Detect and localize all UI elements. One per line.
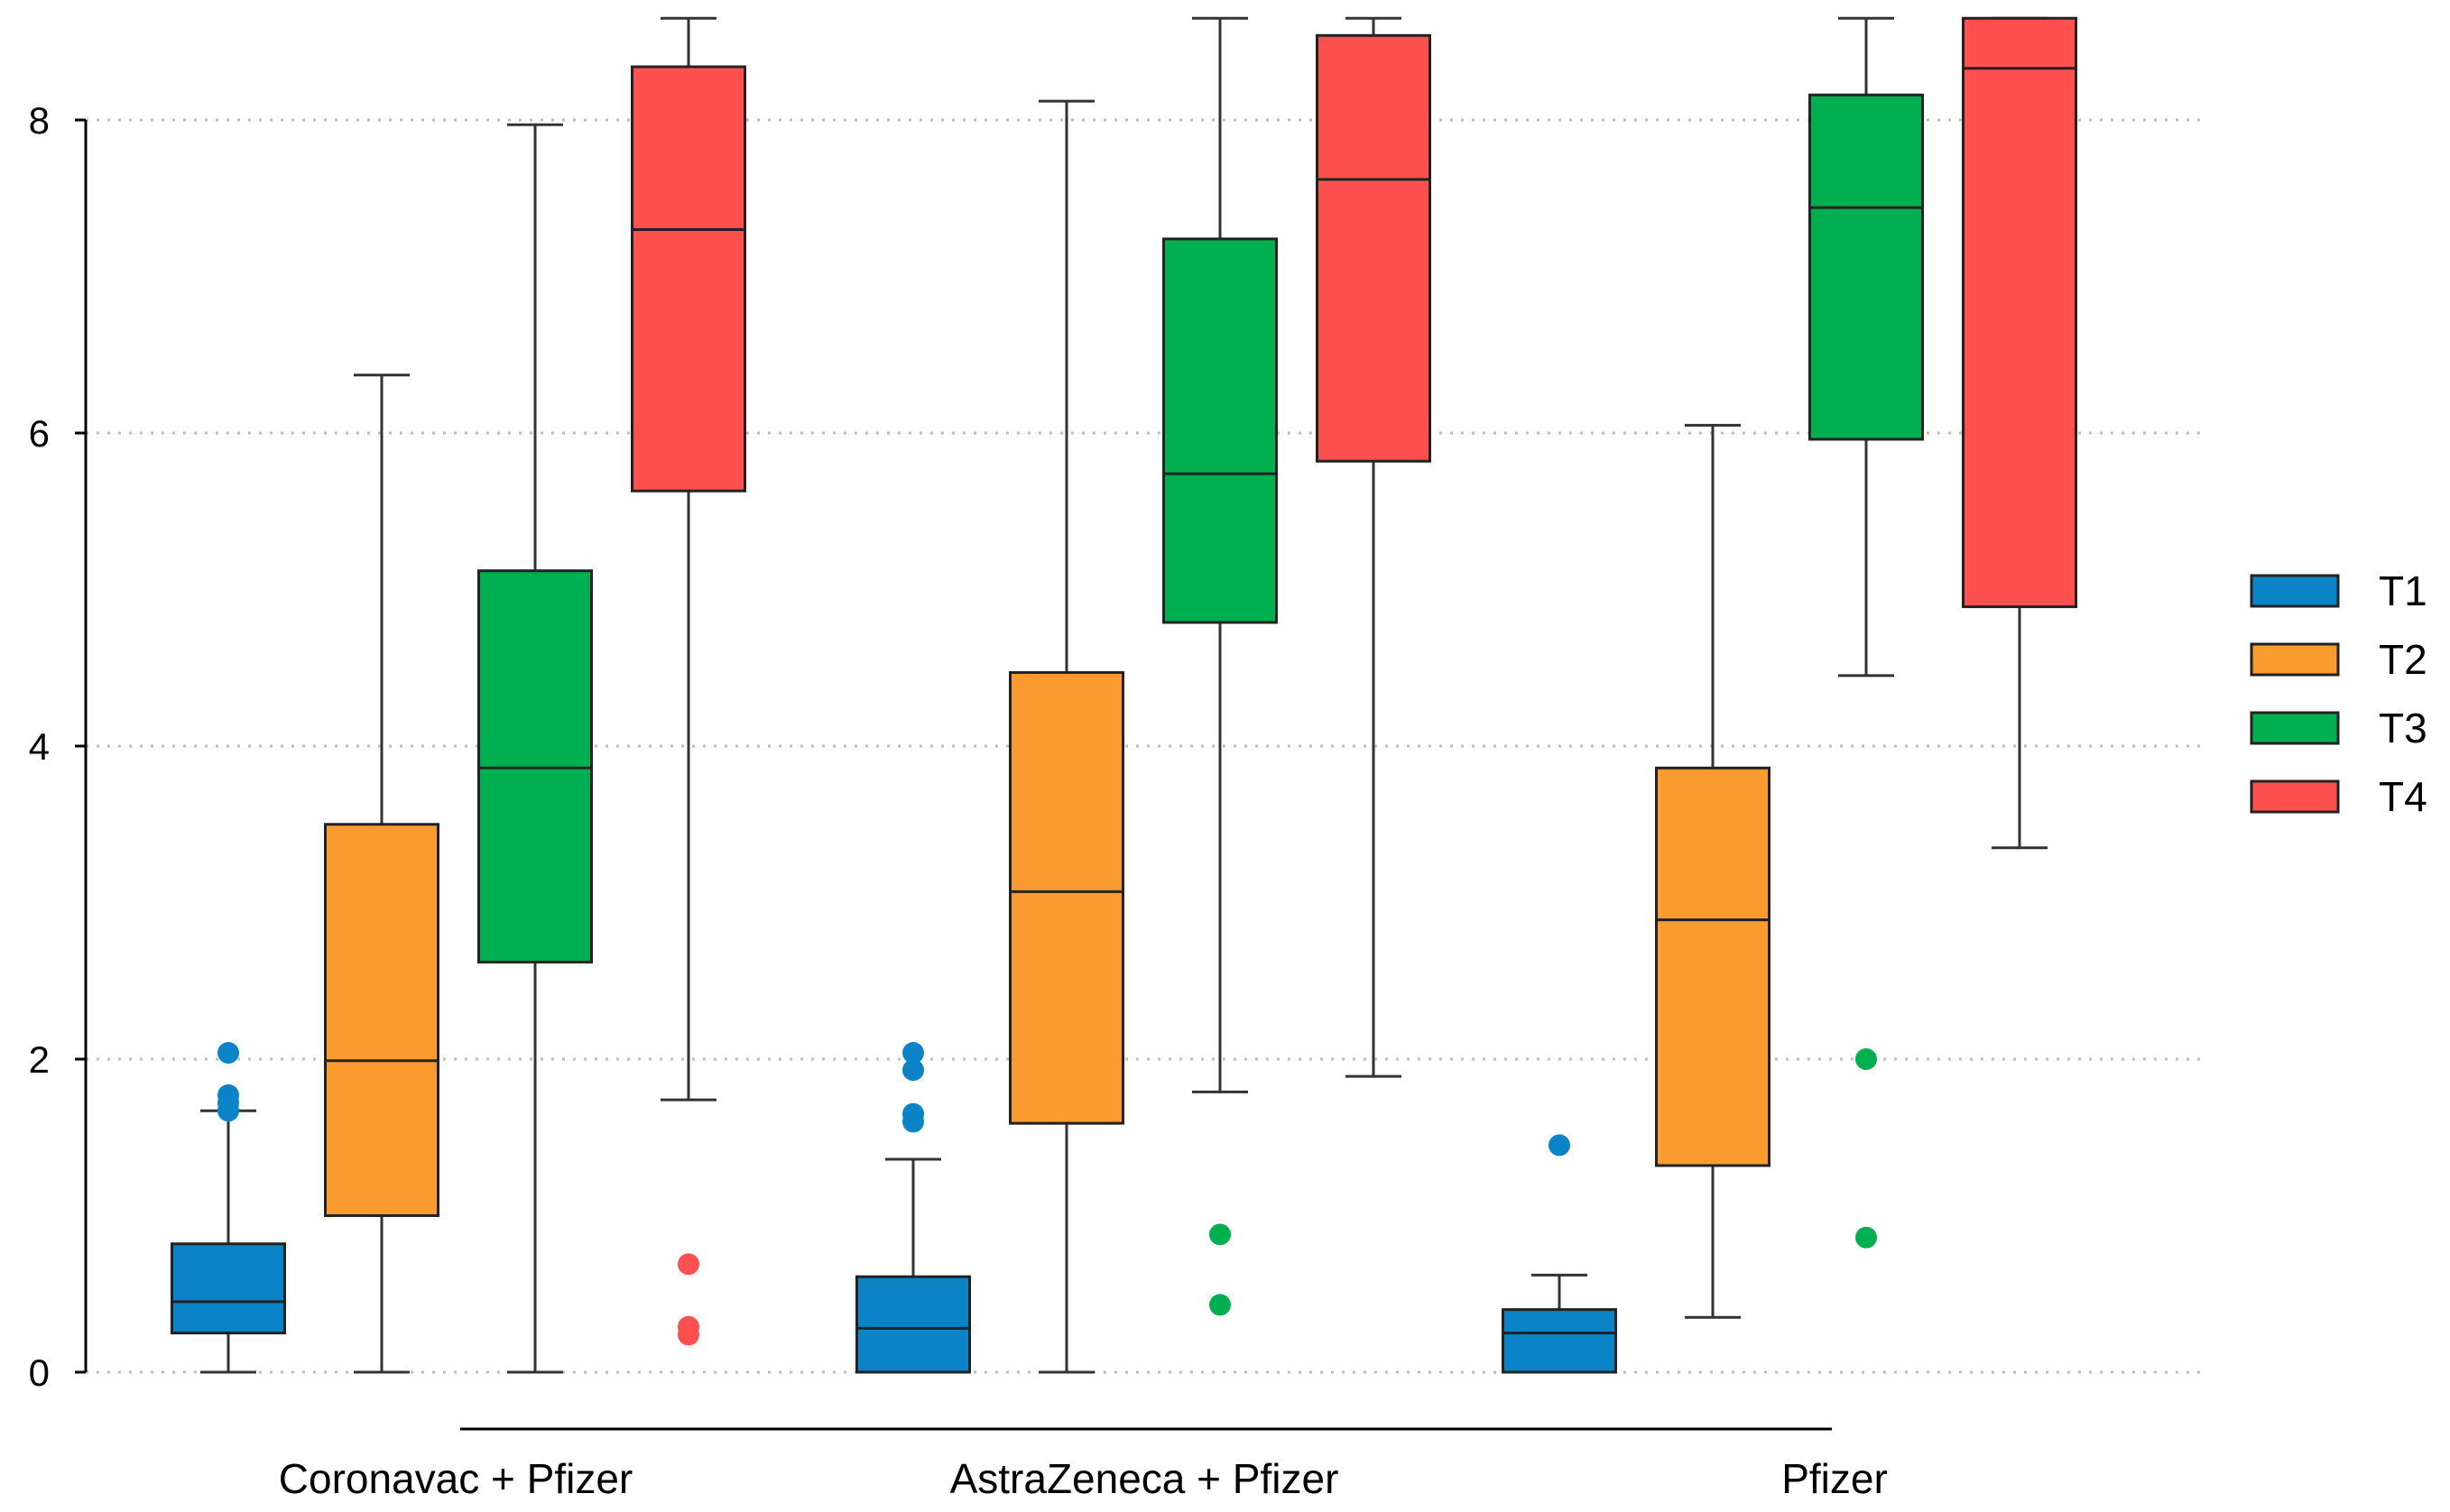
box-T4-0: [631, 16, 746, 1346]
iqr-box: [324, 823, 439, 1217]
legend-key-T2: [2250, 642, 2340, 677]
legend-label-T1: T1: [2379, 567, 2427, 614]
outlier-point: [1855, 1226, 1877, 1249]
y-tick-label-6: 6: [29, 412, 50, 455]
box-T2-2: [1655, 423, 1770, 1319]
group-label-1: AstraZeneca + Pfizer: [950, 1455, 1339, 1502]
iqr-box: [171, 1242, 286, 1335]
iqr-box: [1808, 93, 1924, 441]
iqr-box: [477, 569, 593, 963]
outlier-point: [902, 1042, 924, 1065]
outlier-point: [678, 1253, 699, 1276]
outlier-point: [1549, 1134, 1570, 1157]
iqr-box: [1316, 33, 1431, 463]
outlier-point: [1855, 1048, 1877, 1070]
box-T1-0: [171, 1042, 286, 1374]
legend-label-T4: T4: [2379, 773, 2427, 820]
box-T3-0: [477, 123, 593, 1374]
iqr-box: [1162, 237, 1278, 624]
outlier-point: [902, 1059, 924, 1082]
legend-key-T4: [2250, 779, 2340, 814]
iqr-box: [855, 1275, 971, 1374]
iqr-box: [1502, 1308, 1617, 1374]
legend-label-T2: T2: [2379, 636, 2427, 683]
legend-label-T3: T3: [2379, 705, 2427, 751]
iqr-box: [1962, 16, 2077, 609]
legend-key-T3: [2250, 711, 2340, 745]
box-T1-2: [1502, 1134, 1617, 1374]
boxes: [171, 16, 2077, 1374]
iqr-box: [631, 65, 746, 493]
box-T1-1: [855, 1042, 971, 1374]
outlier-point: [902, 1102, 924, 1125]
outlier-point: [217, 1042, 239, 1065]
group-label-0: Coronavac + Pfizer: [279, 1455, 633, 1502]
box-T4-1: [1316, 16, 1431, 1078]
outlier-point: [217, 1083, 239, 1106]
outlier-point: [678, 1315, 699, 1338]
box-T3-2: [1808, 16, 1924, 1249]
legend: T1 T2 T3 T4: [2250, 567, 2427, 820]
iqr-box: [1009, 670, 1124, 1125]
x-axis-groups: Coronavac + Pfizer AstraZeneca + Pfizer Pf…: [279, 1427, 1888, 1502]
iqr-box: [1655, 766, 1770, 1167]
outlier-point: [1209, 1223, 1231, 1246]
y-tick-label-4: 4: [29, 725, 50, 768]
legend-key-T1: [2250, 574, 2340, 608]
y-axis: 0 2 4 6 8: [29, 99, 88, 1394]
box-T4-2: [1962, 16, 2077, 850]
box-T3-1: [1162, 16, 1278, 1316]
y-tick-label-2: 2: [29, 1038, 50, 1081]
y-tick-label-0: 0: [29, 1351, 50, 1394]
outlier-point: [1209, 1294, 1231, 1316]
box-T2-0: [324, 373, 439, 1374]
group-label-2: Pfizer: [1781, 1455, 1888, 1502]
box-T2-1: [1009, 99, 1124, 1374]
y-tick-label-8: 8: [29, 99, 50, 142]
